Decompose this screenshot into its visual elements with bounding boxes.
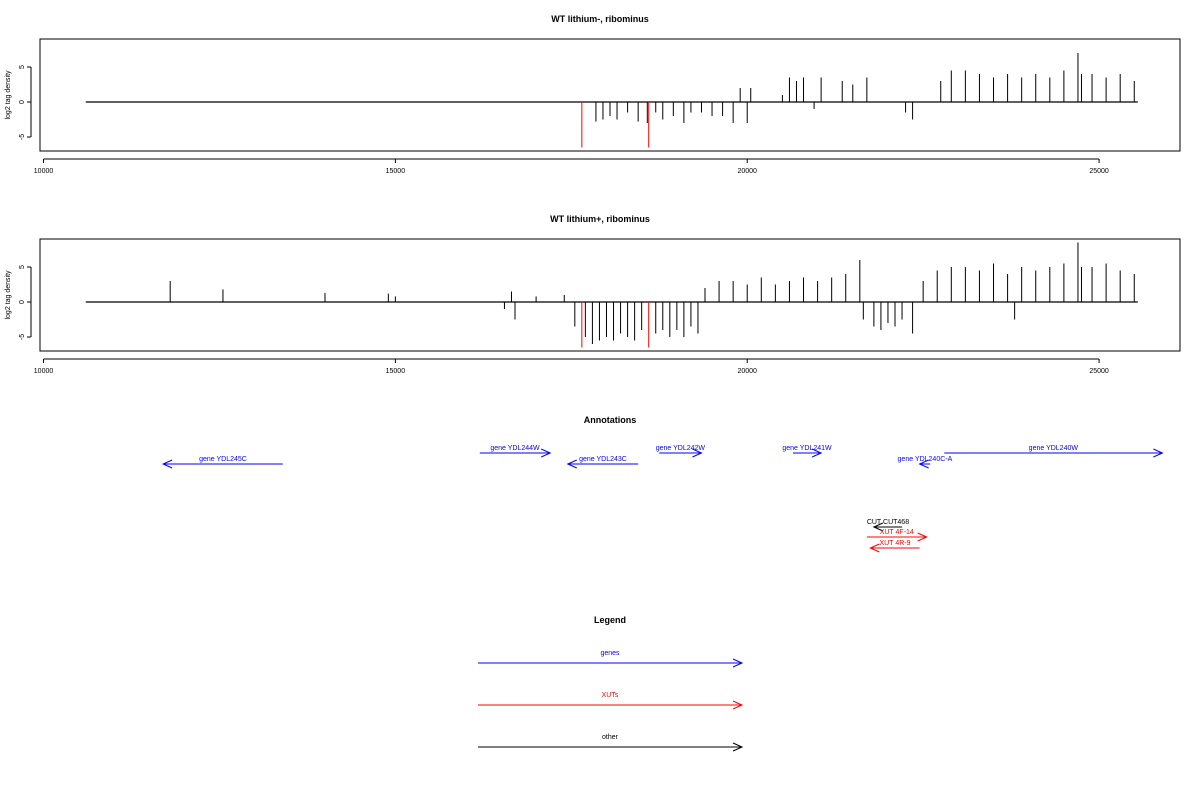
feature-arrow (566, 459, 639, 469)
feature-label: XUT 4R-9 (880, 540, 911, 547)
feature-arrow-head (917, 532, 928, 542)
feature-label: gene YDL244W (490, 445, 540, 452)
legend-arrow-head (732, 742, 744, 752)
feature-arrow-head (869, 543, 880, 553)
feature-arrow (792, 448, 823, 458)
y-tick-label: 0 (19, 300, 26, 304)
legend-title: Legend (594, 615, 626, 625)
feature-label: gene YDL240W (1029, 445, 1079, 452)
x-tick-label: 15000 (386, 168, 406, 175)
y-tick-label: 0 (19, 100, 26, 104)
legend-arrow-head (732, 700, 744, 710)
feature-arrow (866, 532, 928, 542)
feature-arrow (944, 448, 1164, 458)
panel-title: WT lithium-, ribominus (551, 14, 649, 24)
feature-arrow (918, 459, 931, 469)
feature-label: gene YDL242W (656, 445, 706, 452)
feature-label: gene YDL241W (782, 445, 832, 452)
plot-frame (39, 238, 1181, 352)
x-tick-label: 20000 (737, 168, 757, 175)
feature-label: gene YDL245C (199, 456, 247, 463)
x-tick-label: 25000 (1089, 368, 1109, 375)
legend-arrow (478, 742, 744, 752)
legend-arrow (478, 658, 744, 668)
feature-arrow-head (161, 459, 173, 469)
legend-arrow (478, 700, 744, 710)
x-tick-label: 10000 (34, 168, 54, 175)
x-tick-label: 15000 (386, 368, 406, 375)
feature-arrow-head (692, 448, 703, 458)
feature-label: gene YDL243C (579, 456, 627, 463)
feature-arrow (872, 522, 903, 532)
feature-arrow-head (811, 448, 823, 458)
feature-arrow-head (540, 448, 552, 458)
annotations-title: Annotations (584, 415, 637, 425)
feature-label: XUT 4F-14 (880, 529, 914, 536)
feature-arrow-head (918, 459, 929, 469)
y-tick-label: -5 (19, 334, 26, 340)
feature-arrow (479, 448, 552, 458)
plot-frame (39, 38, 1181, 152)
panel-title: WT lithium+, ribominus (550, 214, 650, 224)
x-tick-label: 10000 (34, 368, 54, 375)
y-axis-label: log2 tag density (5, 270, 12, 320)
feature-arrow (869, 543, 920, 553)
feature-arrow (161, 459, 283, 469)
legend-label: genes (600, 650, 620, 657)
legend-label: other (602, 734, 619, 741)
feature-label: CUT CUT468 (867, 519, 909, 526)
x-tick-label: 20000 (737, 368, 757, 375)
legend-arrow-head (732, 658, 744, 668)
feature-arrow-head (1153, 448, 1164, 458)
y-tick-label: -5 (19, 134, 26, 140)
feature-arrow-head (566, 459, 577, 469)
feature-arrow-head (872, 522, 884, 532)
y-tick-label: 5 (19, 65, 26, 69)
y-tick-label: 5 (19, 265, 26, 269)
feature-label: gene YDL240C-A (898, 456, 953, 463)
y-axis-label: log2 tag density (5, 70, 12, 120)
x-tick-label: 25000 (1089, 168, 1109, 175)
legend-label: XUTs (602, 692, 619, 699)
feature-arrow (659, 448, 703, 458)
